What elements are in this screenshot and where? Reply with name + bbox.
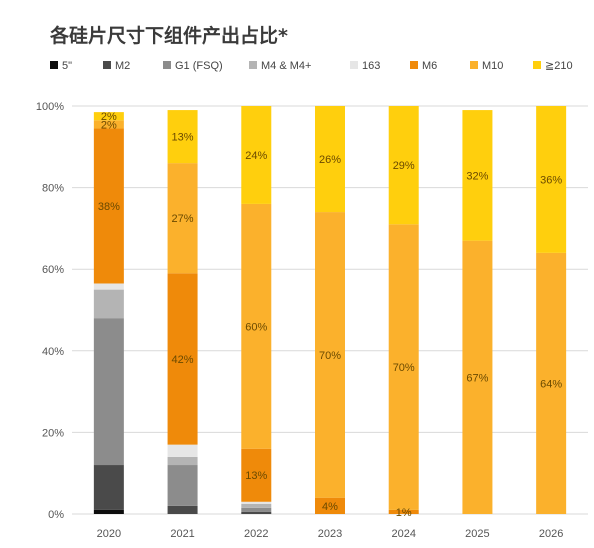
y-axis: 0% 20% 40% 60% 80% 100%	[36, 101, 64, 521]
bar-segment	[167, 273, 198, 445]
bar-segment	[93, 318, 124, 466]
bar-segment	[388, 106, 419, 225]
y-tick-label: 80%	[42, 183, 64, 195]
bar-segment	[315, 212, 345, 498]
data-label: 60%	[245, 321, 267, 333]
legend-label: 163	[362, 60, 380, 72]
data-label: 13%	[172, 132, 194, 144]
x-tick-label: 2026	[539, 528, 563, 540]
bar-segment	[241, 106, 272, 204]
legend-label: M2	[115, 60, 130, 72]
legend: 5" M2 G1 (FSQ) M4 & M4+ 163 M6 M10 ≧210	[50, 60, 573, 72]
bar-segment	[93, 112, 124, 121]
data-label: 70%	[319, 350, 341, 362]
data-label: 27%	[172, 213, 194, 225]
y-tick-label: 20%	[42, 427, 64, 439]
data-label: 2%	[101, 111, 117, 123]
data-label: 67%	[466, 372, 488, 384]
x-tick-label: 2021	[170, 528, 194, 540]
data-label: 4%	[322, 501, 338, 513]
bar-segment	[93, 465, 124, 510]
legend-label: M6	[422, 60, 437, 72]
data-labels: 38% 2%2% 42% 27% 13% 13% 60% 24% 4% 70% 26% 1% 70% 29…	[98, 111, 563, 519]
x-tick-label: 2020	[97, 528, 121, 540]
data-label: 64%	[540, 378, 562, 390]
legend-swatch	[163, 61, 171, 69]
bar-segment	[241, 507, 272, 512]
bar-segment	[241, 511, 272, 514]
bar-segment	[315, 106, 345, 213]
bar-segment	[388, 224, 419, 510]
x-tick-label: 2023	[318, 528, 342, 540]
chart-title: 各硅片尺寸下组件产出占比*	[49, 24, 288, 47]
x-tick-label: 2025	[465, 528, 489, 540]
legend-swatch	[249, 61, 257, 69]
y-tick-label: 100%	[36, 101, 64, 113]
legend-swatch	[410, 61, 418, 69]
legend-swatch	[350, 61, 358, 69]
data-label: 1%	[396, 507, 412, 519]
bar-segment	[93, 509, 124, 514]
legend-label: 5"	[62, 60, 72, 72]
bar-segment	[388, 509, 419, 514]
legend-swatch	[533, 61, 541, 69]
data-label: 42%	[172, 354, 194, 366]
legend-label: M10	[482, 60, 503, 72]
bar-segment	[93, 128, 124, 284]
x-axis: 2020 2021 2022 2023 2024 2025 2026	[97, 528, 564, 540]
legend-swatch	[50, 61, 58, 69]
bars	[93, 106, 567, 514]
data-label: 38%	[98, 201, 120, 213]
data-label: 70%	[393, 362, 415, 374]
data-label: 26%	[319, 154, 341, 166]
bar-segment	[167, 444, 198, 457]
legend-label: ≧210	[545, 60, 573, 72]
bar-segment	[536, 106, 567, 253]
bar-segment	[167, 110, 198, 164]
bar-segment	[462, 110, 493, 241]
bar-segment	[167, 456, 198, 466]
y-tick-label: 60%	[42, 264, 64, 276]
data-label: 32%	[466, 170, 488, 182]
legend-swatch	[103, 61, 111, 69]
bar-segment	[167, 505, 198, 514]
bar-segment	[462, 240, 493, 514]
bar-segment	[241, 448, 272, 502]
legend-label: G1 (FSQ)	[175, 60, 223, 72]
y-tick-label: 0%	[48, 509, 64, 521]
data-label: 29%	[393, 160, 415, 172]
x-tick-label: 2022	[244, 528, 268, 540]
bar-segment	[93, 283, 124, 290]
bar-segment	[241, 501, 272, 504]
data-label: 2%	[101, 119, 117, 131]
bar-segment	[241, 503, 272, 508]
bar-segment	[93, 120, 124, 129]
y-tick-label: 40%	[42, 346, 64, 358]
bar-segment	[93, 289, 124, 319]
bar-segment	[241, 203, 272, 449]
bar-segment	[167, 465, 198, 506]
data-label: 24%	[245, 150, 267, 162]
bar-segment	[167, 163, 198, 274]
data-label: 13%	[245, 470, 267, 482]
data-label: 36%	[540, 174, 562, 186]
legend-label: M4 & M4+	[261, 60, 311, 72]
legend-swatch	[470, 61, 478, 69]
x-tick-label: 2024	[391, 528, 415, 540]
bar-segment	[315, 497, 345, 514]
bar-segment	[536, 252, 567, 514]
